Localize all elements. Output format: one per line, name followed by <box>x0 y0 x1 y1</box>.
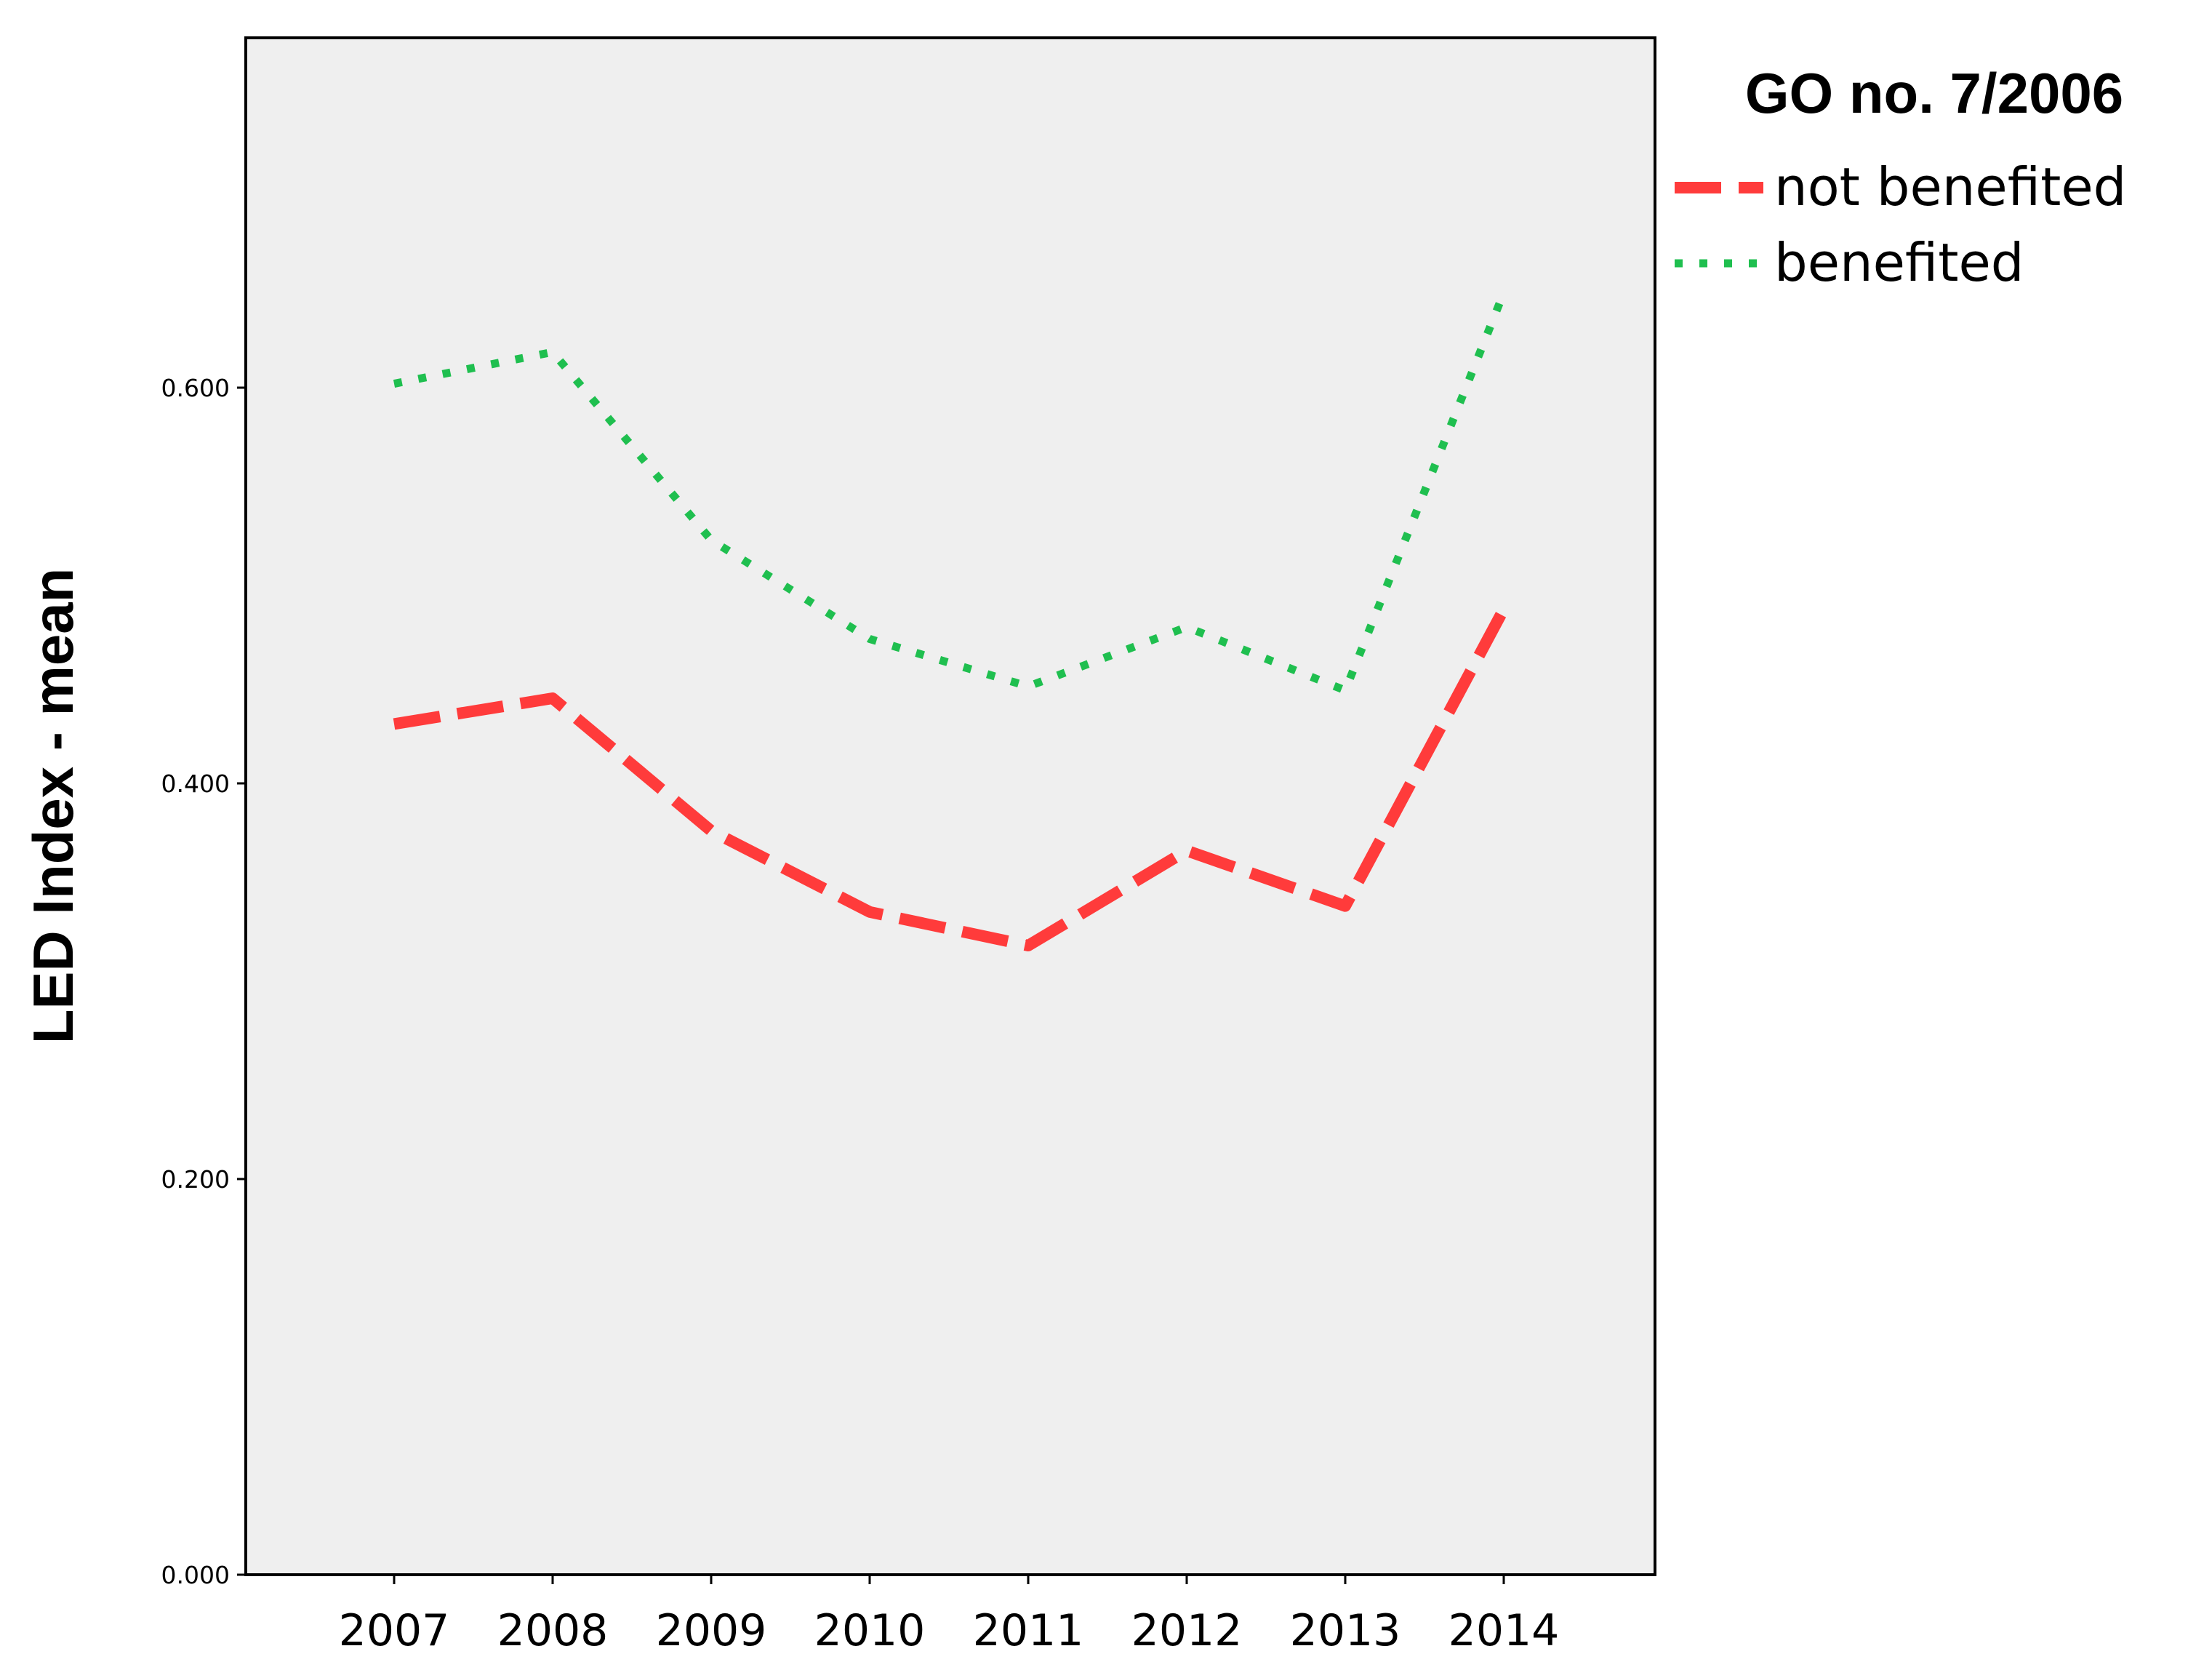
legend-title: GO no. 7/2006 <box>1745 61 2123 125</box>
legend-label: not benefited <box>1774 156 2126 217</box>
y-tick-label: 0.600 <box>161 374 230 402</box>
x-tick-label: 2014 <box>1448 1605 1560 1656</box>
series-line-not-benefited <box>393 606 1510 952</box>
x-tick-label: 2012 <box>1131 1605 1243 1656</box>
legend-items: not benefited benefited <box>1675 156 2126 293</box>
legend-label: benefited <box>1774 232 2024 293</box>
x-tick-label: 2011 <box>973 1605 1084 1656</box>
y-tick-label: 0.000 <box>161 1561 230 1589</box>
y-axis-title: LED Index - mean <box>21 568 85 1044</box>
y-axis-ticks: 0.000 0.200 0.400 0.600 <box>161 374 246 1589</box>
plot-area <box>244 36 1656 1576</box>
series-lines <box>393 291 1510 952</box>
x-tick-label: 2007 <box>339 1605 450 1656</box>
x-tick-label: 2010 <box>814 1605 926 1656</box>
x-tick-label: 2008 <box>497 1605 609 1656</box>
x-tick-label: 2009 <box>656 1605 767 1656</box>
series-line-benefited <box>393 291 1508 695</box>
y-tick-label: 0.400 <box>161 770 230 798</box>
x-axis-ticks: 2007 2008 2009 2010 2011 2012 2013 2014 <box>339 1575 1560 1656</box>
legend: GO no. 7/2006 not benefited benefited <box>1675 61 2126 293</box>
y-tick-label: 0.200 <box>161 1165 230 1194</box>
x-tick-label: 2013 <box>1290 1605 1401 1656</box>
